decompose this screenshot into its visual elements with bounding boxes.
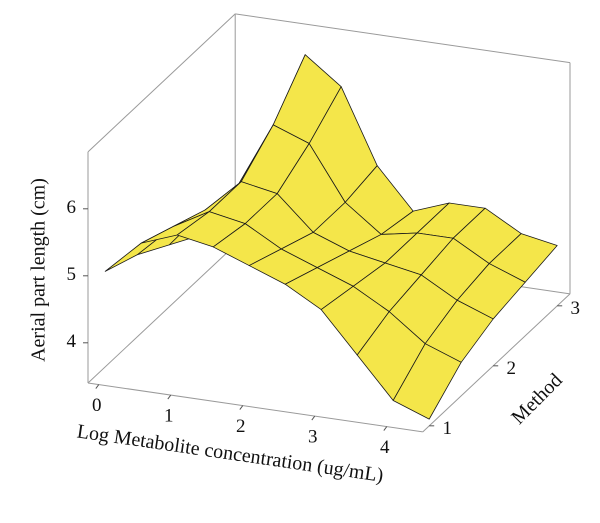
y-tick-label: 1 [442,418,452,439]
surface [104,54,558,420]
y-axis-label: Method [507,369,567,429]
surface-patch [392,343,462,420]
y-tick-label: 3 [570,298,580,319]
x-tick-label: 0 [92,395,102,416]
x-tick-label: 1 [164,405,174,426]
z-tick-label: 5 [67,264,77,285]
box-edge [235,13,571,64]
y-tick-label: 2 [506,358,516,379]
z-axis-label: Aerial part length (cm) [28,178,50,362]
x-axis-label: Log Metabolite concentration (ug/mL) [76,420,385,486]
x-tick-label: 3 [308,426,318,447]
x-tick [239,405,244,410]
box-edge [87,244,236,384]
z-tick-label: 4 [67,331,77,352]
x-tick [95,384,100,389]
box-edge [422,293,571,433]
x-tick [167,394,172,400]
box-edge [87,13,236,153]
z-tick-label: 6 [67,197,77,218]
box-edge [87,382,423,433]
x-tick-label: 4 [380,437,390,458]
x-tick [383,426,388,431]
x-tick [311,415,316,421]
x-tick-label: 2 [236,416,246,437]
